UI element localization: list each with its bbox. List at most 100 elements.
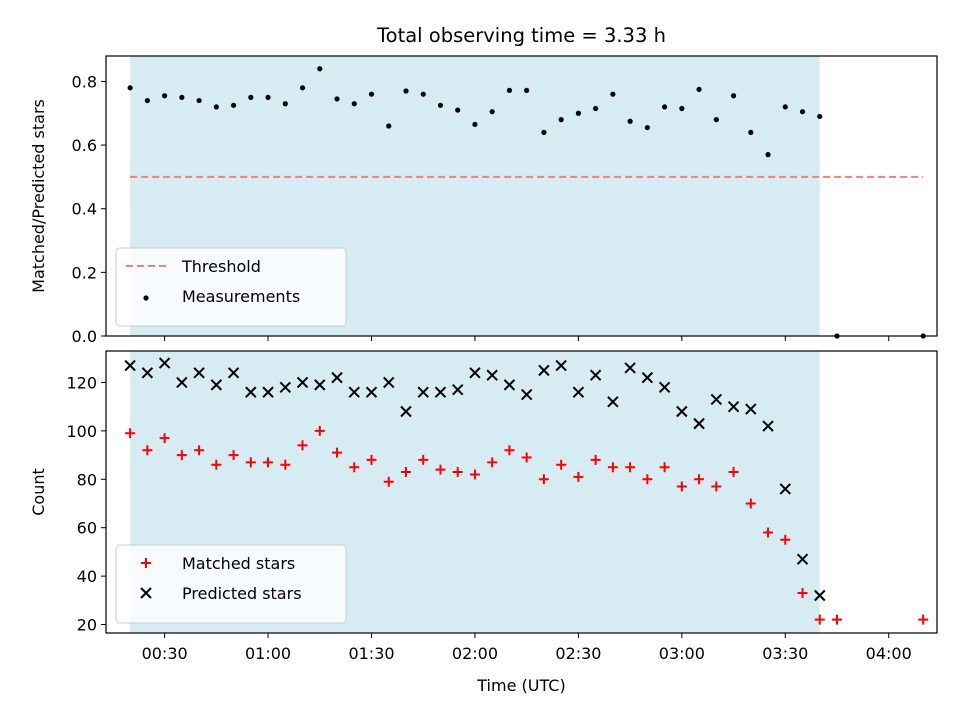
x-axis-label: Time (UTC) [476, 676, 565, 695]
data-point [211, 459, 222, 470]
series-matched-stars [125, 425, 929, 625]
data-point [332, 447, 343, 458]
legend: Threshold Measurements [115, 247, 347, 327]
legend-box [115, 247, 347, 327]
data-point [452, 467, 463, 478]
data-point [748, 129, 754, 135]
data-point [642, 474, 653, 485]
data-point [162, 93, 168, 99]
data-point [745, 403, 757, 415]
data-point [265, 94, 271, 100]
data-point [420, 91, 426, 97]
series-predicted-stars [124, 357, 826, 602]
data-point [279, 381, 292, 394]
legend-swatch [143, 295, 149, 301]
data-point [194, 445, 205, 456]
data-point [625, 462, 636, 473]
data-point [696, 86, 702, 93]
y-tick-label: 60 [77, 519, 97, 538]
data-point [524, 87, 530, 93]
data-point [918, 614, 929, 625]
data-point [228, 450, 239, 461]
data-point [299, 85, 306, 91]
data-point [127, 85, 133, 91]
legend: Matched stars Predicted stars [115, 544, 347, 624]
data-point [713, 117, 719, 123]
data-point [728, 467, 739, 478]
data-point [230, 102, 237, 108]
data-point [589, 369, 602, 381]
data-point [710, 393, 723, 406]
data-point [627, 118, 633, 124]
data-point [779, 483, 791, 495]
data-point [486, 369, 498, 381]
x-tick-label: 02:30 [555, 644, 601, 663]
data-point [832, 614, 843, 625]
legend-label: Predicted stars [182, 584, 302, 603]
data-point [624, 362, 636, 374]
data-point [762, 420, 774, 432]
x-tick-label: 01:00 [245, 644, 291, 663]
data-point [593, 105, 599, 112]
y-tick-label: 120 [66, 373, 97, 392]
data-point [417, 386, 429, 398]
data-point [365, 386, 378, 398]
data-point [573, 471, 584, 482]
data-point [796, 553, 809, 565]
legend-label: Matched stars [182, 554, 295, 573]
data-point [124, 359, 136, 372]
y-axis-label: Count [29, 468, 48, 516]
data-point [142, 445, 153, 456]
data-point [503, 379, 516, 391]
data-point [245, 386, 257, 398]
data-point [334, 96, 340, 102]
data-point [607, 396, 619, 408]
y-tick-label: 100 [66, 422, 97, 441]
data-point [366, 454, 377, 465]
data-point [644, 124, 650, 131]
data-point [383, 476, 394, 487]
data-point [590, 454, 601, 465]
data-point [452, 384, 464, 396]
chart-title: Total observing time = 3.33 h [376, 24, 666, 47]
data-point [817, 113, 823, 120]
data-point [556, 459, 567, 470]
data-point [262, 386, 274, 398]
data-point [472, 121, 478, 128]
y-tick-label: 0.8 [72, 72, 97, 91]
legend-label: Measurements [182, 287, 300, 306]
data-point [727, 400, 740, 413]
x-tick-label: 04:00 [866, 644, 912, 663]
data-point [351, 101, 357, 107]
data-point [555, 359, 567, 372]
top-panel: 0.0 0.2 0.4 0.6 0.8 Matched/Predicted stars To… [29, 24, 938, 346]
data-point [213, 104, 219, 110]
data-point [610, 91, 616, 97]
y-tick-label: 80 [77, 470, 97, 489]
data-point [676, 405, 688, 418]
data-point [418, 454, 429, 465]
data-point [280, 459, 291, 470]
data-point [314, 379, 326, 391]
data-point [661, 104, 668, 110]
bottom-panel: 20 40 60 80 100 120 00:30 01:00 01:30 02:00 02:30 0… [29, 350, 938, 695]
x-tick-label: 00:30 [142, 644, 188, 663]
data-point [694, 474, 705, 485]
data-point [487, 457, 498, 468]
data-point [176, 376, 188, 389]
data-point [469, 367, 481, 379]
data-point [780, 534, 791, 545]
data-point [572, 386, 585, 398]
data-point [383, 376, 395, 389]
data-point [314, 425, 325, 436]
data-point [227, 367, 240, 379]
data-point [144, 97, 150, 104]
data-point [520, 388, 533, 401]
data-point [400, 405, 412, 418]
data-point [296, 376, 309, 389]
data-point [797, 588, 808, 599]
data-point [575, 110, 581, 116]
data-point [158, 357, 171, 369]
data-point [176, 450, 187, 461]
